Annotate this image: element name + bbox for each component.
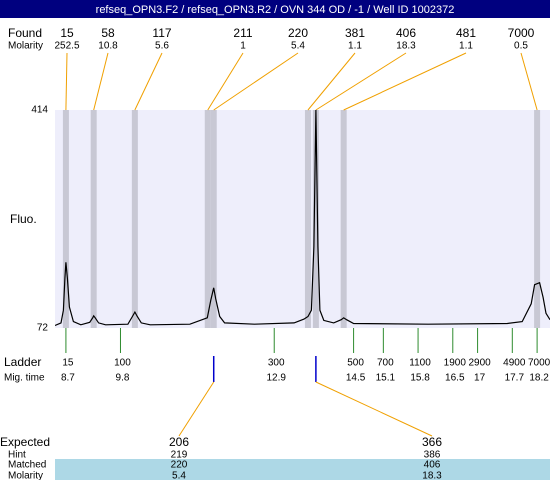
peak-band: [204, 110, 211, 328]
match-connector: [315, 381, 433, 437]
peak-connector: [520, 52, 538, 111]
expected-value: 366: [422, 435, 442, 449]
ladder-time: 15.1: [376, 373, 396, 384]
peak-connector: [343, 52, 467, 111]
row-label: Matched: [8, 460, 46, 471]
hint-value: 219: [171, 450, 188, 461]
found-molarity: 252.5: [54, 41, 79, 52]
ladder-label: Ladder: [4, 355, 41, 369]
mig-time-label: Mig. time: [4, 373, 45, 384]
ladder-time: 17: [474, 373, 486, 384]
ladder-size: 7000: [528, 358, 550, 369]
peak-band: [131, 110, 138, 328]
peak-band: [90, 110, 97, 328]
found-molarity: 18.3: [396, 41, 416, 52]
ladder-size: 100: [114, 358, 131, 369]
hint-value: 386: [424, 450, 441, 461]
ladder-size: 500: [347, 358, 364, 369]
found-size: 220: [288, 26, 308, 40]
peak-band: [304, 110, 311, 328]
found-molarity: 5.4: [291, 41, 305, 52]
ladder-time: 17.7: [505, 373, 525, 384]
ladder-size: 300: [268, 358, 285, 369]
found-size: 7000: [508, 26, 535, 40]
ladder-time: 16.5: [445, 373, 465, 384]
peak-connector: [93, 52, 109, 111]
ladder-size: 1100: [409, 358, 431, 369]
ladder-time: 14.5: [346, 373, 366, 384]
peak-band: [62, 110, 69, 328]
molarity-label: Molarity: [8, 41, 43, 52]
ladder-size: 15: [62, 358, 74, 369]
row-label: Expected: [0, 435, 50, 449]
molarity-value: 5.4: [172, 471, 186, 480]
trace-group: [55, 109, 550, 327]
matched-value: 220: [171, 460, 188, 471]
found-molarity: 0.5: [514, 41, 528, 52]
row-label: Molarity: [8, 471, 43, 480]
found-label: Found: [8, 26, 42, 40]
found-size: 406: [396, 26, 416, 40]
peak-connector: [65, 52, 68, 111]
peak-connector: [315, 52, 407, 111]
peak-connector: [307, 52, 356, 111]
peak-band: [340, 110, 347, 328]
match-connector: [178, 381, 215, 437]
expected-value: 206: [169, 435, 189, 449]
ladder-size: 2900: [468, 358, 491, 369]
peak-connector: [134, 52, 163, 111]
ladder-time: 12.9: [266, 373, 286, 384]
ladder-time: 18.2: [529, 373, 549, 384]
found-size: 117: [152, 26, 171, 40]
found-molarity: 1: [240, 41, 246, 52]
found-molarity: 1.1: [459, 41, 473, 52]
trace: [55, 109, 550, 327]
ladder-size: 4900: [503, 358, 526, 369]
found-molarity: 5.6: [155, 41, 169, 52]
matched-band: [55, 459, 550, 480]
ladder-time: 15.8: [410, 373, 430, 384]
found-size: 211: [233, 26, 252, 40]
found-size: 481: [456, 26, 476, 40]
peak-connector: [207, 52, 244, 111]
y-axis-label: Fluo.: [10, 212, 37, 226]
peak-connector: [213, 52, 299, 111]
y-tick-label: 72: [37, 323, 49, 334]
title: refseq_OPN3.F2 / refseq_OPN3.R2 / OVN 34…: [96, 4, 455, 16]
peak-band: [312, 110, 319, 328]
row-label: Hint: [8, 450, 26, 461]
plot-area: [55, 110, 550, 328]
found-size: 15: [60, 26, 74, 40]
molarity-value: 18.3: [422, 471, 442, 480]
ladder-time: 9.8: [116, 373, 130, 384]
found-size: 381: [345, 26, 365, 40]
ladder-time: 8.7: [61, 373, 75, 384]
found-molarity: 1.1: [348, 41, 362, 52]
ladder-size: 700: [377, 358, 394, 369]
found-molarity: 10.8: [98, 41, 118, 52]
peak-band: [534, 110, 541, 328]
title-bar: [0, 0, 550, 18]
matched-value: 406: [424, 460, 441, 471]
y-tick-label: 414: [31, 105, 48, 116]
peak-band: [210, 110, 217, 328]
found-size: 58: [101, 26, 115, 40]
ladder-size: 1900: [444, 358, 467, 369]
